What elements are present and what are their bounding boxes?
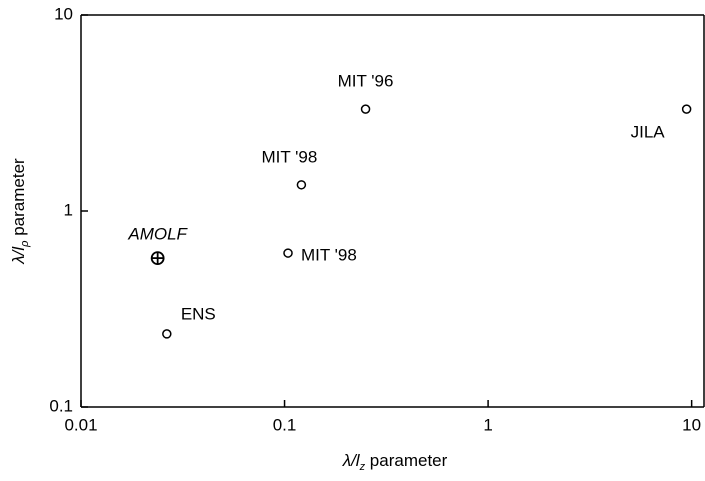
point — [283, 248, 293, 258]
y-title-rest: parameter — [9, 158, 28, 241]
x-tick-label: 1 — [483, 415, 492, 434]
point — [150, 251, 165, 266]
y-tick-label: 10 — [54, 4, 73, 23]
y-title-sub: ρ — [19, 241, 31, 248]
x-tick-label: 0.1 — [273, 415, 297, 434]
point-label: MIT '98 — [301, 246, 357, 265]
x-tick-label: 0.01 — [64, 415, 97, 434]
point-label: MIT '96 — [338, 72, 394, 91]
y-tick-label: 1 — [64, 200, 73, 219]
point-label: JILA — [631, 123, 666, 142]
point — [360, 104, 371, 114]
point — [296, 180, 307, 190]
point — [681, 104, 692, 114]
x-title-sub: z — [359, 461, 366, 473]
point-label: AMOLF — [127, 225, 188, 244]
point-label: ENS — [181, 304, 216, 323]
x-axis-title: λ/lz parameter — [342, 451, 448, 472]
point-label: MIT '98 — [261, 147, 317, 166]
point — [162, 329, 172, 339]
x-tick-label: 10 — [682, 415, 701, 434]
x-title-main: λ/l — [342, 451, 361, 470]
y-tick-label: 0.1 — [49, 396, 73, 415]
y-title-main: λ/l — [9, 246, 28, 265]
y-axis-title: λ/lρ parameter — [9, 158, 30, 265]
x-title-rest: parameter — [365, 451, 448, 470]
